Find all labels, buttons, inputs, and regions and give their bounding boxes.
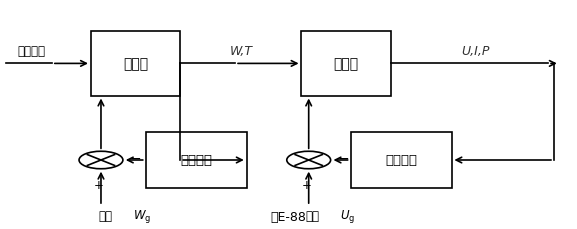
Text: 动力元素: 动力元素 <box>18 45 46 58</box>
Text: $W_{\rm g}$: $W_{\rm g}$ <box>133 207 151 224</box>
Bar <box>145 133 247 188</box>
Text: 调速系统: 调速系统 <box>180 154 212 167</box>
Bar <box>301 32 391 96</box>
Text: 给定: 给定 <box>98 209 112 222</box>
Text: $U_{\rm g}$: $U_{\rm g}$ <box>340 207 355 224</box>
Text: 励磁系统: 励磁系统 <box>385 154 417 167</box>
Bar <box>91 32 180 96</box>
Text: −: − <box>130 152 141 165</box>
Circle shape <box>79 152 123 169</box>
Text: +: + <box>93 178 104 191</box>
Text: 给定: 给定 <box>306 209 320 222</box>
Text: 发电机: 发电机 <box>334 57 359 71</box>
Bar <box>350 133 451 188</box>
Text: W,T: W,T <box>230 45 252 58</box>
Text: 原动机: 原动机 <box>123 57 148 71</box>
Text: −: − <box>338 152 349 165</box>
Circle shape <box>287 152 331 169</box>
Text: U,I,P: U,I,P <box>461 45 489 58</box>
Text: 图E-88: 图E-88 <box>271 210 306 223</box>
Text: +: + <box>301 178 312 191</box>
